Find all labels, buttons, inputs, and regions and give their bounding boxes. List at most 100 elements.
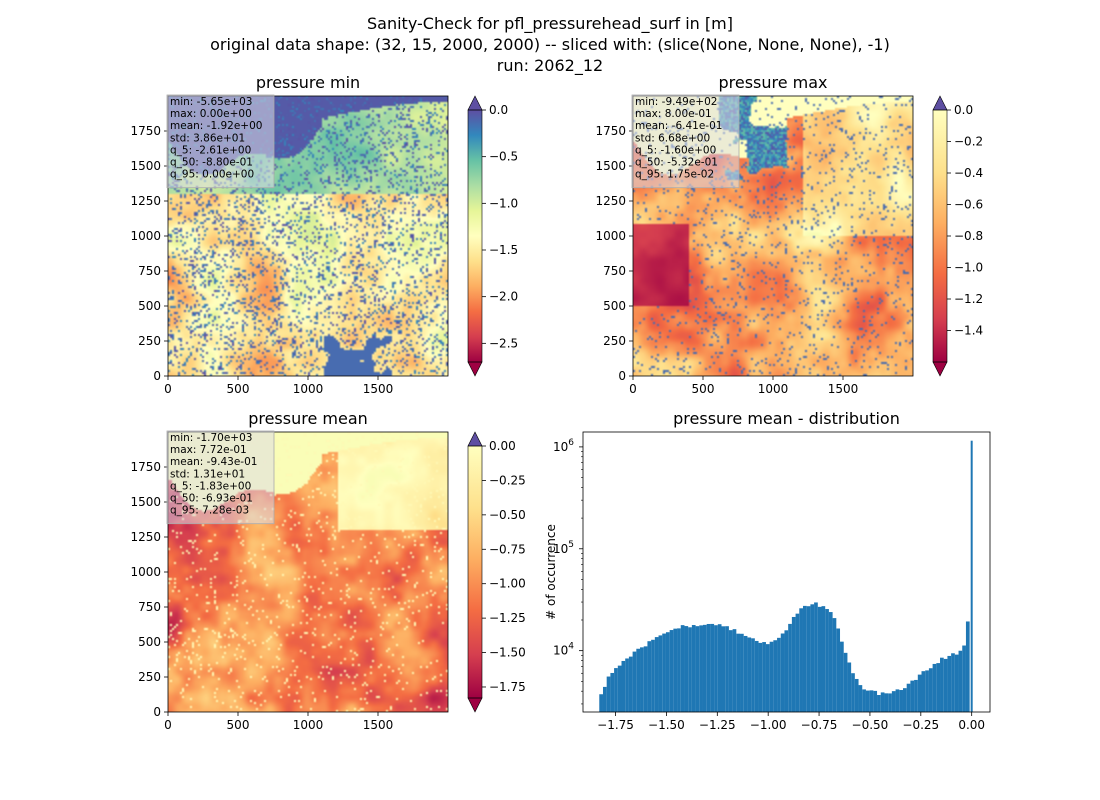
histogram-bar bbox=[825, 609, 829, 712]
colorbar-tick-label: −2.5 bbox=[489, 336, 518, 350]
histogram-bar bbox=[884, 693, 889, 712]
histogram-bar bbox=[680, 625, 685, 712]
colorbar-tick-label: −1.75 bbox=[489, 680, 526, 694]
y-tick-label: 1500 bbox=[130, 495, 161, 509]
histogram-bar bbox=[932, 663, 937, 712]
stats-line: q_5: -1.83e+00 bbox=[170, 480, 251, 492]
histogram-bar bbox=[858, 685, 863, 712]
histogram-bar bbox=[788, 623, 792, 712]
histogram-bar bbox=[940, 657, 944, 712]
y-tick-label: 1500 bbox=[595, 159, 626, 173]
histogram-bar bbox=[743, 635, 748, 712]
histogram-bar bbox=[791, 616, 796, 712]
histogram-bar bbox=[828, 612, 833, 712]
colorbar-tick-label: −0.2 bbox=[954, 135, 983, 149]
stats-line: max: 8.00e-01 bbox=[635, 108, 712, 120]
histogram-bar bbox=[899, 690, 903, 712]
histogram-bar bbox=[691, 625, 696, 712]
y-tick-label: 0 bbox=[618, 369, 626, 383]
colorbar-extend-top bbox=[467, 431, 483, 447]
histogram-bar bbox=[714, 625, 718, 712]
colorbar-tick-label: 0.00 bbox=[489, 439, 516, 453]
histogram-bar bbox=[769, 641, 774, 712]
panel-title: pressure max bbox=[718, 73, 827, 92]
histogram-bar bbox=[614, 668, 618, 712]
colorbar-tick-label: −0.4 bbox=[954, 166, 983, 180]
colorbar-tick-label: −0.75 bbox=[489, 542, 526, 556]
panel-title: pressure min bbox=[256, 73, 360, 92]
y-tick-label: 500 bbox=[138, 635, 161, 649]
y-tick-label: 105 bbox=[553, 540, 574, 556]
histogram-bar bbox=[869, 690, 874, 712]
y-tick-label: 250 bbox=[603, 334, 626, 348]
histogram-bar bbox=[854, 678, 859, 712]
x-tick-label: 1000 bbox=[758, 382, 789, 396]
y-tick-label: 1000 bbox=[130, 565, 161, 579]
histogram-bar bbox=[840, 641, 844, 712]
y-tick-label: 1250 bbox=[595, 194, 626, 208]
x-tick-label: 1000 bbox=[293, 382, 324, 396]
colorbar-tick-label: −1.4 bbox=[954, 324, 983, 338]
x-tick-label: −1.50 bbox=[648, 718, 685, 732]
histogram-bar bbox=[914, 679, 918, 712]
histogram-bar bbox=[862, 689, 866, 712]
histogram-bar bbox=[647, 641, 652, 712]
histogram-bar bbox=[754, 640, 759, 712]
stats-line: q_50: -6.93e-01 bbox=[170, 493, 253, 505]
histogram-bar bbox=[873, 690, 878, 712]
x-tick-label: 500 bbox=[227, 718, 250, 732]
histogram-bar bbox=[699, 625, 703, 712]
stats-box bbox=[631, 94, 740, 189]
histogram-bar bbox=[651, 639, 655, 712]
stats-line: min: -5.65e+03 bbox=[170, 96, 252, 108]
histogram-bar bbox=[917, 674, 922, 712]
x-tick-label: 1500 bbox=[363, 718, 394, 732]
colorbar-frame bbox=[467, 445, 483, 699]
y-tick-label: 750 bbox=[138, 264, 161, 278]
stats-line: q_95: 7.28e-03 bbox=[170, 505, 249, 517]
colorbar-tick-label: −1.5 bbox=[489, 243, 518, 257]
histogram-bar bbox=[758, 642, 763, 712]
stats-line: q_95: 0.00e+00 bbox=[170, 169, 254, 181]
y-tick-label: 1000 bbox=[595, 229, 626, 243]
histogram-bar bbox=[610, 672, 615, 712]
stats-line: min: -9.49e+02 bbox=[635, 96, 717, 108]
y-tick-label: 500 bbox=[138, 299, 161, 313]
histogram-bar bbox=[891, 691, 896, 712]
panel-title: pressure mean bbox=[248, 409, 368, 428]
histogram-bar bbox=[677, 628, 681, 712]
histogram-bar bbox=[669, 630, 674, 712]
colorbar-tick-label: −0.5 bbox=[489, 150, 518, 164]
colorbar bbox=[468, 446, 482, 698]
y-axis-label: # of occurrence bbox=[544, 524, 558, 620]
y-tick-label: 750 bbox=[603, 264, 626, 278]
histogram-bar bbox=[732, 629, 737, 712]
histogram-bar bbox=[910, 680, 915, 712]
y-tick-label: 1250 bbox=[130, 530, 161, 544]
histogram-bar bbox=[784, 630, 789, 712]
histogram-bar bbox=[747, 637, 752, 712]
y-tick-label: 750 bbox=[138, 600, 161, 614]
histogram-bar bbox=[628, 656, 633, 712]
histogram-bar bbox=[795, 613, 800, 712]
histogram-bar bbox=[762, 642, 766, 712]
y-tick-label: 106 bbox=[553, 438, 574, 454]
histogram-bar bbox=[702, 624, 707, 712]
colorbar-extend-top bbox=[932, 95, 948, 111]
x-tick-label: 0.00 bbox=[958, 718, 985, 732]
histogram-bar bbox=[810, 604, 815, 712]
histogram-bar bbox=[736, 633, 741, 712]
histogram-bar bbox=[962, 645, 966, 712]
x-tick-label: −0.50 bbox=[852, 718, 889, 732]
histogram-bar bbox=[836, 628, 841, 712]
histogram-bar bbox=[799, 608, 803, 712]
axes-frame bbox=[582, 431, 991, 713]
colorbar-tick-label: −0.6 bbox=[954, 198, 983, 212]
histogram-bar bbox=[970, 440, 973, 712]
histogram-bar bbox=[617, 665, 622, 712]
stats-box bbox=[166, 94, 275, 189]
histogram-bar bbox=[925, 670, 929, 712]
stats-line: max: 0.00e+00 bbox=[170, 108, 252, 120]
panel-title: pressure mean - distribution bbox=[673, 409, 900, 428]
y-tick-label: 0 bbox=[153, 369, 161, 383]
